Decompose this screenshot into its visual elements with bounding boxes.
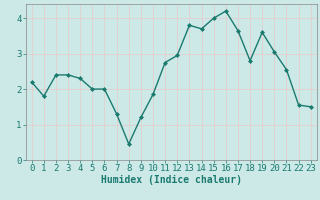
X-axis label: Humidex (Indice chaleur): Humidex (Indice chaleur) xyxy=(101,175,242,185)
